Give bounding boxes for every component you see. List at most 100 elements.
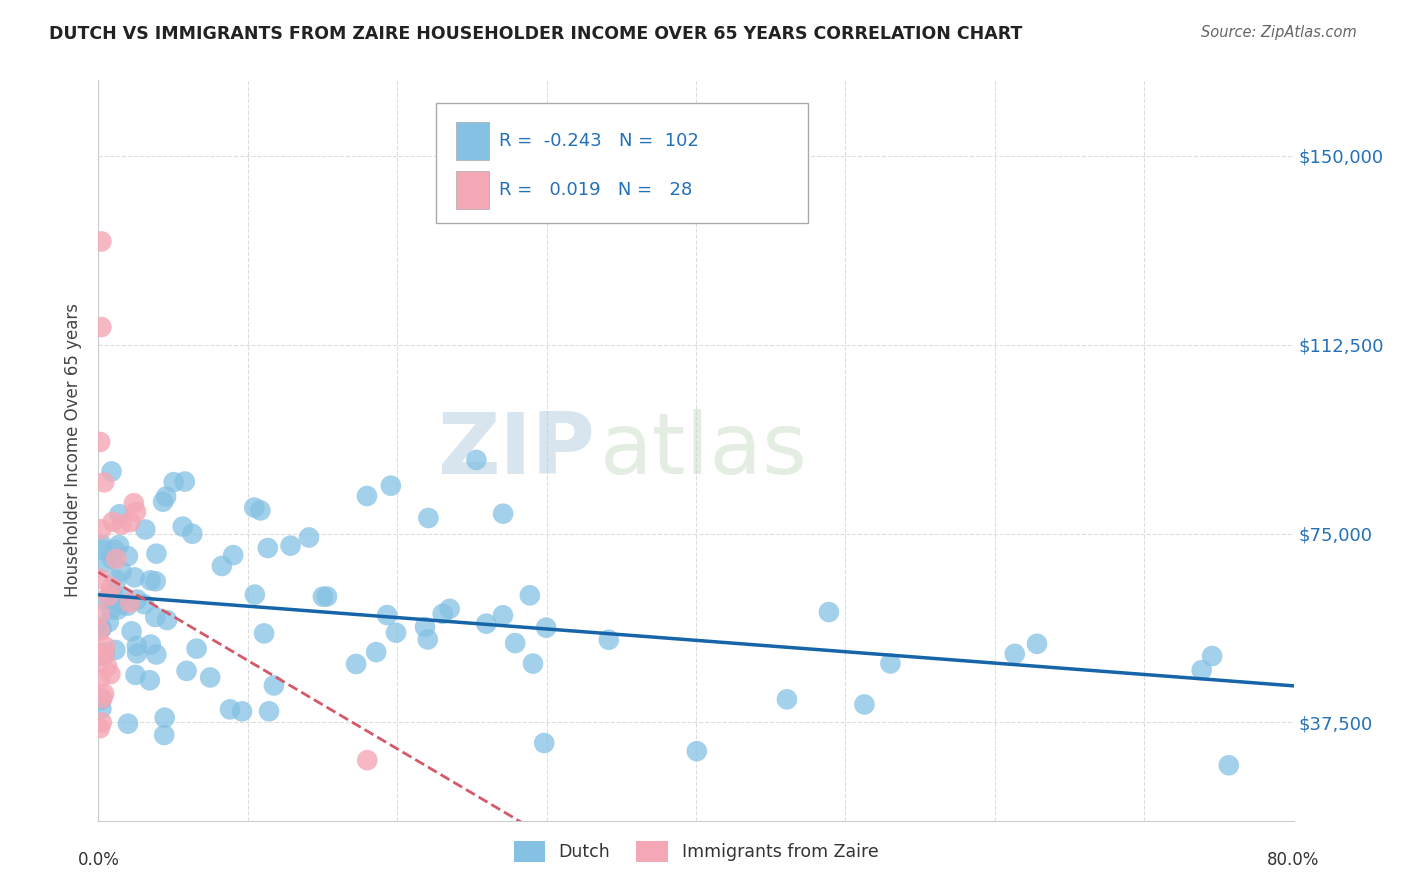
Point [90, 522, 112, 536]
Point [380, 479, 402, 493]
Point [686, 744, 709, 758]
Point [89, 435, 111, 450]
Point [243, 588, 266, 602]
Point [91, 542, 114, 557]
Point [121, 624, 143, 639]
Point [181, 526, 204, 541]
Point [100, 551, 122, 566]
Point [94, 640, 117, 654]
Point [90, 320, 112, 334]
Point [231, 704, 253, 718]
Point [89, 607, 111, 621]
Point [475, 616, 498, 631]
Point [108, 507, 131, 521]
Point [492, 507, 515, 521]
Point [243, 500, 266, 515]
Point [100, 580, 122, 594]
Point [211, 558, 233, 573]
Point [89, 624, 111, 638]
Point [465, 453, 488, 467]
Point [117, 599, 139, 613]
Point [120, 515, 142, 529]
Point [145, 574, 167, 589]
Point [172, 519, 194, 533]
Point [90, 235, 112, 249]
Point [879, 657, 901, 671]
Text: 0.0%: 0.0% [77, 851, 120, 869]
Point [776, 692, 799, 706]
Point [312, 590, 335, 604]
Point [90, 646, 112, 660]
Point [385, 625, 408, 640]
Point [93, 645, 115, 659]
Text: 80.0%: 80.0% [1267, 851, 1320, 869]
Y-axis label: Householder Income Over 65 years: Householder Income Over 65 years [65, 303, 83, 598]
Point [90, 537, 112, 551]
Point [100, 667, 122, 681]
Point [90, 702, 112, 716]
Point [89, 572, 111, 586]
Text: Source: ZipAtlas.com: Source: ZipAtlas.com [1201, 25, 1357, 40]
Point [1004, 647, 1026, 661]
Point [90, 622, 112, 636]
Point [139, 574, 162, 588]
Point [125, 646, 148, 660]
Point [257, 704, 280, 718]
Point [853, 698, 876, 712]
Point [298, 531, 321, 545]
Point [1026, 637, 1049, 651]
Point [1218, 758, 1240, 772]
Point [256, 541, 278, 555]
Point [439, 602, 461, 616]
Point [101, 586, 124, 600]
Point [139, 638, 162, 652]
Point [94, 556, 117, 570]
Text: atlas: atlas [600, 409, 808, 492]
Point [93, 648, 115, 662]
Point [124, 668, 146, 682]
Point [90, 715, 112, 730]
Legend: Dutch, Immigrants from Zaire: Dutch, Immigrants from Zaire [509, 836, 883, 868]
Point [125, 505, 148, 519]
Point [93, 475, 115, 490]
Point [492, 608, 515, 623]
Point [134, 523, 156, 537]
Point [97, 589, 120, 603]
Point [176, 664, 198, 678]
Point [1191, 663, 1213, 677]
Point [139, 673, 162, 688]
Point [96, 659, 118, 673]
Point [104, 643, 127, 657]
Point [105, 552, 128, 566]
Text: R =   0.019   N =   28: R = 0.019 N = 28 [499, 181, 692, 199]
Point [222, 548, 245, 562]
Point [356, 489, 378, 503]
Point [163, 475, 186, 489]
Point [90, 648, 112, 662]
Point [533, 736, 555, 750]
Point [280, 539, 302, 553]
Point [101, 515, 124, 529]
Point [117, 549, 139, 563]
Point [344, 657, 367, 671]
Point [108, 538, 131, 552]
Point [143, 610, 166, 624]
Text: R =  -0.243   N =  102: R = -0.243 N = 102 [499, 132, 699, 150]
Point [598, 632, 620, 647]
Point [1201, 649, 1223, 664]
Point [534, 621, 557, 635]
Point [186, 641, 208, 656]
Point [198, 670, 221, 684]
Text: DUTCH VS IMMIGRANTS FROM ZAIRE HOUSEHOLDER INCOME OVER 65 YEARS CORRELATION CHAR: DUTCH VS IMMIGRANTS FROM ZAIRE HOUSEHOLD… [49, 25, 1022, 43]
Point [366, 645, 388, 659]
Point [122, 496, 145, 510]
Point [110, 598, 132, 612]
Point [173, 475, 195, 489]
Point [91, 691, 114, 706]
Point [219, 702, 242, 716]
Point [519, 588, 541, 602]
Point [110, 517, 132, 532]
Point [145, 547, 167, 561]
Point [104, 542, 127, 557]
Point [100, 465, 122, 479]
